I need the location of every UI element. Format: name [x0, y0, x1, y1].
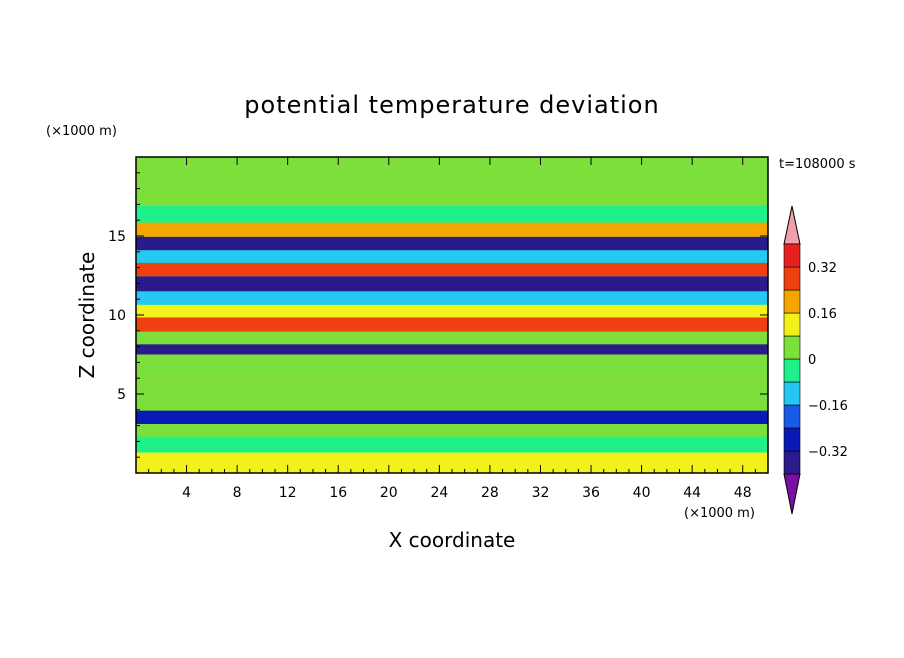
colorbar-tick-label: 0.32 — [808, 261, 837, 276]
field-band — [136, 354, 768, 369]
x-tick-label: 16 — [329, 485, 347, 501]
colorbar-segment — [783, 266, 801, 291]
field-band — [136, 410, 768, 425]
field-band — [136, 344, 768, 355]
colorbar-segment — [783, 289, 801, 314]
field-band — [136, 184, 768, 206]
y-axis-unit: (×1000 m) — [46, 124, 117, 139]
y-tick-label: 10 — [108, 308, 126, 324]
colorbar-arrow-low — [783, 473, 801, 515]
colorbar-tick-label: −0.16 — [808, 399, 848, 414]
colorbar-segment — [783, 404, 801, 429]
x-tick-label: 24 — [430, 485, 448, 501]
x-axis-unit: (×1000 m) — [684, 506, 755, 521]
x-tick-label: 20 — [380, 485, 398, 501]
field-band — [136, 250, 768, 263]
field-band — [136, 331, 768, 345]
colorbar-segment — [783, 312, 801, 337]
x-tick-label: 44 — [683, 485, 701, 501]
field-band — [136, 368, 768, 391]
colorbar-segment — [783, 358, 801, 383]
x-tick-label: 48 — [734, 485, 752, 501]
x-tick-label: 4 — [182, 485, 191, 501]
colorbar-tick-label: −0.32 — [808, 445, 848, 460]
colorbar: 0.32 0.16 0 −0.16 −0.32 — [783, 205, 848, 515]
x-tick-label: 28 — [481, 485, 499, 501]
colorbar-segment — [783, 427, 801, 452]
field-band — [136, 424, 768, 437]
field-band — [136, 390, 768, 411]
x-tick-label: 8 — [233, 485, 242, 501]
colorbar-segment — [783, 243, 801, 268]
field-band — [136, 157, 768, 185]
colorbar-segment — [783, 381, 801, 406]
colorbar-arrow-high — [783, 205, 801, 245]
x-axis-label: X coordinate — [389, 528, 516, 552]
field-band — [136, 452, 768, 473]
field-band — [136, 205, 768, 223]
field-band — [136, 436, 768, 453]
field-band — [136, 291, 768, 305]
time-label: t=108000 s — [779, 157, 856, 172]
x-tick-label: 32 — [532, 485, 550, 501]
field-band — [136, 276, 768, 292]
chart-title: potential temperature deviation — [244, 91, 659, 119]
x-tick-label: 12 — [279, 485, 297, 501]
y-axis-label: Z coordinate — [75, 252, 99, 379]
colorbar-tick-label: 0 — [808, 353, 816, 368]
field-band — [136, 304, 768, 318]
field-band — [136, 222, 768, 237]
contour-field — [136, 157, 768, 473]
colorbar-segment — [783, 335, 801, 360]
field-band — [136, 236, 768, 251]
y-tick-label: 15 — [108, 229, 126, 245]
colorbar-segment — [783, 450, 801, 475]
colorbar-tick-label: 0.16 — [808, 307, 837, 322]
y-ticks: 5 10 15 — [108, 172, 768, 458]
x-tick-label: 36 — [582, 485, 600, 501]
field-band — [136, 317, 768, 332]
x-tick-label: 40 — [633, 485, 651, 501]
x-ticks: 4 8 12 16 20 24 28 32 36 40 44 48 — [148, 157, 756, 501]
y-tick-label: 5 — [117, 387, 126, 403]
field-band — [136, 262, 768, 277]
